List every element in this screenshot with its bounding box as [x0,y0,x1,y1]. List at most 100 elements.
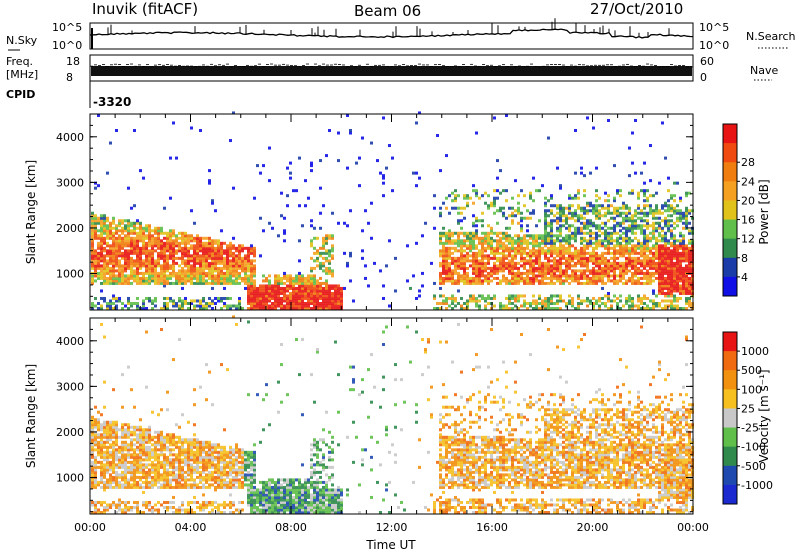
heatmap-cell [244,256,247,260]
heatmap-cell [139,435,142,439]
heatmap-cell [541,264,544,268]
heatmap-cell [91,448,94,452]
heatmap-cell [121,231,124,235]
heatmap-cell [184,236,187,240]
heatmap-cell [148,231,151,235]
heatmap-cell [223,286,226,290]
heatmap-cell [502,231,505,235]
heatmap-cell [226,271,229,275]
heatmap-cell [103,450,106,454]
heatmap-cell [283,216,286,220]
heatmap-cell [643,204,646,208]
heatmap-cell [640,216,643,220]
heatmap-cell [142,244,145,248]
heatmap-cell [592,254,595,258]
heatmap-cell [640,171,643,175]
heatmap-cell [139,261,142,265]
heatmap-cell [127,219,130,223]
heatmap-cell [148,463,151,467]
heatmap-cell [196,254,199,258]
heatmap-cell [592,211,595,215]
heatmap-cell [547,307,550,310]
heatmap-cell [463,216,466,220]
heatmap-cell [562,271,565,275]
heatmap-cell [667,284,670,288]
heatmap-cell [634,219,637,223]
heatmap-cell [661,299,664,303]
heatmap-cell [253,291,256,295]
heatmap-cell [115,229,118,233]
heatmap-cell [100,236,103,240]
heatmap-cell [157,244,160,248]
heatmap-cell [523,249,526,253]
heatmap-cell [469,276,472,280]
heatmap-cell [601,266,604,270]
heatmap-cell [448,274,451,278]
heatmap-cell [97,418,100,422]
heatmap-cell [175,274,178,278]
heatmap-cell [121,483,124,487]
heatmap-cell [598,226,601,230]
heatmap-cell [538,246,541,250]
heatmap-cell [235,274,238,278]
heatmap-cell [529,234,532,238]
heatmap-cell [106,438,109,442]
heatmap-cell [532,294,535,298]
heatmap-cell [109,450,112,454]
heatmap-cell [664,244,667,248]
heatmap-cell [172,254,175,258]
heatmap-cell [121,463,124,467]
heatmap-cell [154,281,157,285]
heatmap-cell [607,274,610,278]
heatmap-cell [628,261,631,265]
heatmap-cell [631,229,634,233]
heatmap-cell [589,301,592,305]
heatmap-cell [322,299,325,303]
heatmap-cell [589,219,592,223]
heatmap-cell [316,289,319,293]
heatmap-cell [127,296,130,300]
heatmap-cell [124,261,127,265]
heatmap-cell [160,448,163,452]
heatmap-cell [316,304,319,308]
heatmap-cell [514,179,517,183]
heatmap-cell [310,169,313,173]
heatmap-cell [511,307,514,310]
heatmap-cell [637,269,640,273]
heatmap-cell [634,246,637,250]
heatmap-cell [205,261,208,265]
heatmap-cell [685,209,688,213]
heatmap-cell [325,256,328,260]
heatmap-cell [337,286,340,290]
heatmap-cell [667,199,670,203]
heatmap-cell [655,304,658,308]
heatmap-cell [529,269,532,273]
heatmap-cell [520,216,523,220]
heatmap-cell [547,249,550,253]
heatmap-cell [520,241,523,245]
heatmap-cell [670,196,673,200]
heatmap-cell [214,301,217,305]
heatmap-cell [553,249,556,253]
heatmap-cell [109,304,112,308]
heatmap-cell [94,505,97,509]
heatmap-cell [106,259,109,263]
heatmap-cell [481,241,484,245]
heatmap-cell [460,226,463,230]
heatmap-cell [607,307,610,310]
heatmap-cell [175,281,178,285]
heatmap-cell [100,214,103,218]
heatmap-cell [145,246,148,250]
heatmap-cell [424,221,427,225]
heatmap-cell [583,216,586,220]
heatmap-cell [643,281,646,285]
heatmap-cell [247,289,250,293]
heatmap-cell [685,246,688,250]
heatmap-cell [289,161,292,165]
heatmap-cell [664,209,667,213]
heatmap-cell [490,241,493,245]
heatmap-cell [598,239,601,243]
heatmap-cell [571,211,574,215]
heatmap-cell [157,438,160,442]
heatmap-cell [208,179,211,183]
